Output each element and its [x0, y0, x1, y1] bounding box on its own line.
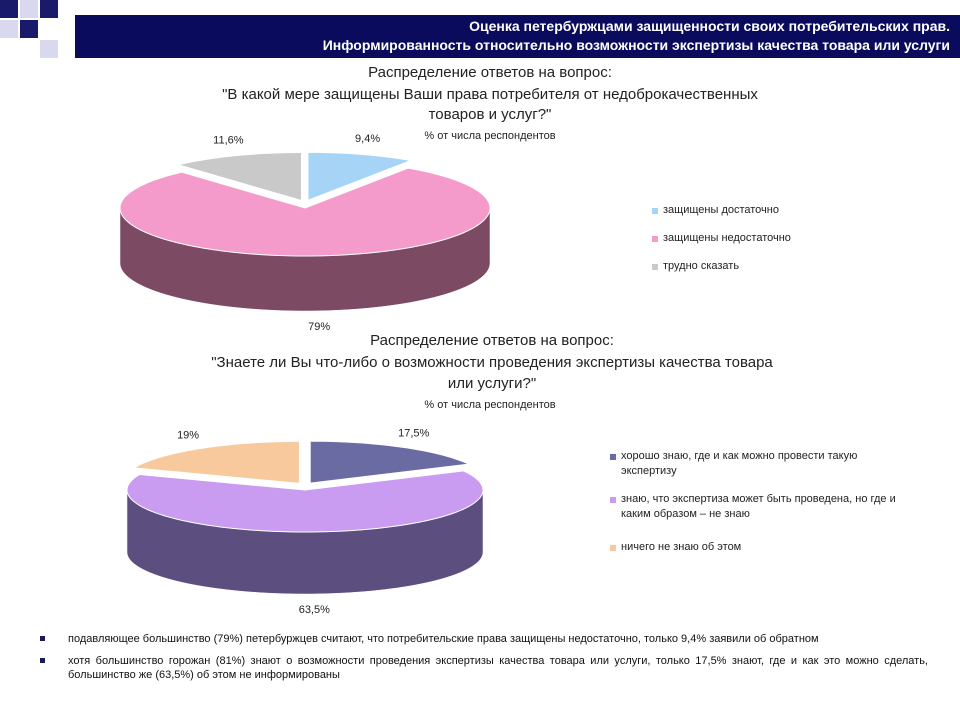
pie-slice [126, 470, 484, 533]
deco [40, 40, 58, 58]
legend-label: ничего не знаю об этом [621, 541, 742, 553]
header-bar [75, 15, 960, 58]
pie-slice [307, 151, 413, 202]
value-label: 9,4% [355, 133, 380, 145]
deco [40, 0, 58, 18]
legend-swatch [610, 454, 616, 460]
legend-label: знаю, что экспертиза может быть проведен… [621, 493, 896, 520]
value-label: 11,6% [213, 135, 244, 147]
pie-slice [309, 440, 471, 484]
header-line: Оценка петербуржцами защищенности своих … [469, 18, 950, 34]
deco [0, 0, 18, 18]
legend-swatch [652, 208, 658, 214]
legend-label: защищены достаточно [663, 204, 779, 216]
deco [20, 20, 38, 38]
bullet: хотя большинство горожан (81%) знают о в… [40, 654, 928, 682]
deco [20, 0, 38, 18]
legend-label: защищены недостаточно [663, 232, 791, 244]
chart-title: или услуги?" [448, 375, 536, 392]
chart-title: товаров и услуг?" [429, 106, 552, 123]
legend-swatch [610, 545, 616, 551]
deco [0, 20, 18, 38]
pie-slice [119, 167, 491, 257]
bullet: подавляющее большинство (79%) петербуржц… [40, 632, 928, 646]
legend-swatch [652, 264, 658, 270]
chart-subtitle: % от числа респондентов [424, 399, 555, 411]
value-label: 79% [308, 321, 330, 333]
header-line: Информированность относительно возможнос… [323, 37, 950, 53]
chart-title: Распределение ответов на вопрос: [368, 64, 612, 81]
chart-title: Распределение ответов на вопрос: [370, 332, 614, 349]
legend-swatch [652, 236, 658, 242]
chart-title: "Знаете ли Вы что-либо о возможности про… [211, 354, 773, 371]
pie-slice [178, 152, 302, 202]
value-label: 19% [177, 429, 199, 441]
value-label: 17,5% [398, 428, 429, 440]
legend-label: хорошо знаю, где и как можно провести та… [621, 450, 858, 477]
bullets: подавляющее большинство (79%) петербуржц… [40, 632, 928, 690]
pie-slice [132, 440, 300, 484]
legend-label: трудно сказать [663, 260, 740, 272]
chart-title: "В какой мере защищены Ваши права потреб… [222, 86, 758, 103]
legend-swatch [610, 497, 616, 503]
value-label: 63,5% [299, 604, 330, 616]
chart-subtitle: % от числа респондентов [424, 130, 555, 142]
